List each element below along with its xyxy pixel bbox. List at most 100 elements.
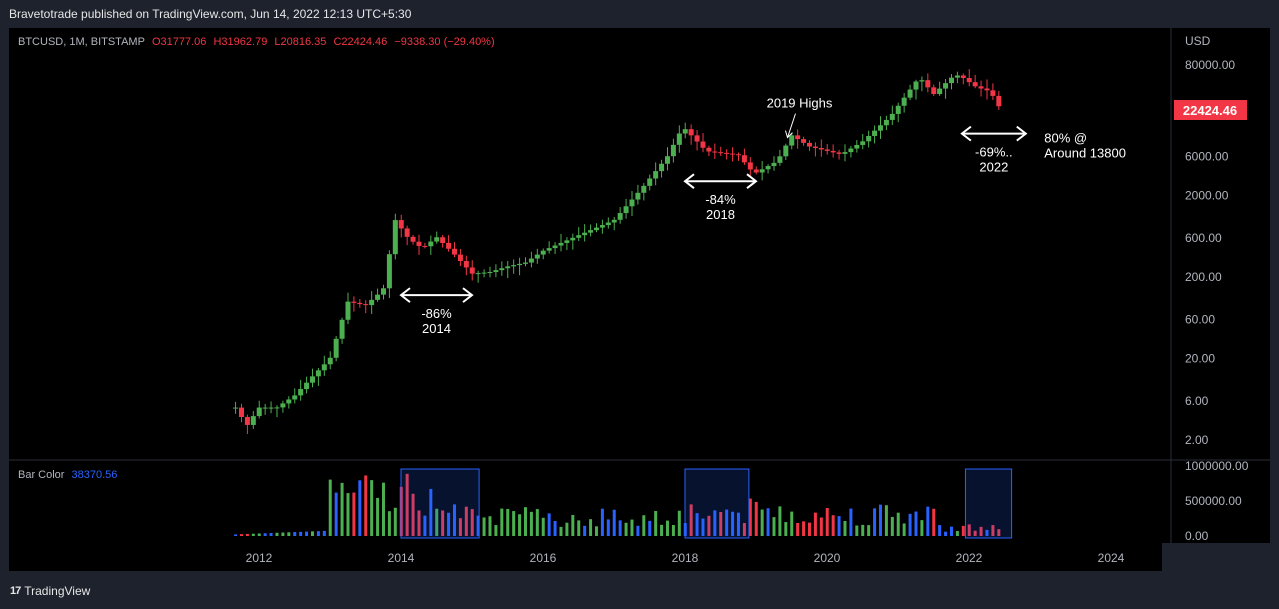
time-tick-label: 2024	[1098, 551, 1125, 565]
last-price-tag	[1174, 100, 1247, 121]
volume-bar	[429, 488, 433, 536]
candle-body	[641, 185, 647, 193]
chart-frame[interactable]: USD 80000.00 6000.00 2000.00 600.00 200.00 60.…	[9, 28, 1270, 543]
volume-bar	[269, 533, 273, 536]
volume-bar	[482, 517, 486, 536]
published-line: Bravetotrade published on TradingView.co…	[9, 7, 412, 21]
tradingview-logo[interactable]: 17 TradingView	[10, 584, 90, 598]
candle-body	[463, 261, 469, 268]
volume-bar	[949, 526, 953, 536]
time-tick-label: 2012	[246, 551, 273, 565]
volume-bar	[742, 523, 746, 536]
candle-body	[806, 142, 812, 147]
candle-body	[428, 241, 434, 247]
volume-bar	[464, 506, 468, 536]
candle-body	[517, 263, 523, 266]
candle-body	[274, 407, 280, 409]
price-tick-label: 20.00	[1185, 352, 1215, 366]
candle-body	[777, 156, 783, 163]
volume-bar	[441, 510, 445, 536]
volume-bar	[938, 525, 942, 536]
volume-bar	[665, 520, 669, 536]
candle-body	[801, 139, 807, 143]
candle-body	[895, 105, 901, 114]
volume-bar	[648, 520, 652, 536]
tradingview-icon: 17	[10, 585, 21, 597]
volume-bar	[299, 531, 303, 536]
legend-low: L20816.35	[274, 36, 327, 48]
candle-body	[943, 83, 949, 89]
volume-bar	[589, 519, 593, 536]
volume-bar	[470, 509, 474, 536]
volume-bar	[819, 517, 823, 536]
volume-bar	[843, 520, 847, 536]
volume-legend-name[interactable]: Bar Color	[18, 469, 65, 481]
volume-bar	[458, 518, 462, 536]
candle-body	[292, 395, 298, 400]
candle-body	[321, 364, 327, 371]
volume-bar	[920, 520, 924, 536]
volume-bar	[322, 530, 326, 536]
candle-body	[972, 82, 978, 87]
volume-bar	[677, 510, 681, 536]
candle-body	[345, 301, 351, 320]
volume-bar	[500, 508, 504, 536]
candle-body	[664, 156, 670, 164]
last-price-label: 22424.46	[1183, 103, 1237, 118]
volume-bar	[624, 522, 628, 536]
volume-bar	[855, 525, 859, 536]
volume-bar	[796, 522, 800, 536]
volume-bar	[340, 482, 344, 536]
annotation-text: -84%	[705, 192, 736, 207]
volume-bar	[559, 526, 563, 536]
candle-body	[256, 407, 262, 417]
candle-body	[475, 273, 481, 275]
candle-body	[647, 178, 653, 186]
volume-bar	[263, 533, 267, 536]
volume-bar	[802, 521, 806, 536]
price-tick-label: 60.00	[1185, 313, 1215, 327]
candle-body	[522, 262, 528, 264]
candle-body	[617, 213, 623, 220]
candle-body	[469, 267, 475, 274]
tradingview-brand: TradingView	[24, 584, 91, 598]
candle-body	[280, 403, 286, 408]
volume-bar	[346, 493, 350, 536]
volume-bar	[535, 509, 539, 536]
candle-body	[369, 299, 375, 306]
volume-bar	[553, 520, 557, 536]
volume-bar	[281, 532, 285, 536]
volume-bar	[671, 524, 675, 536]
annotation-text: 2022	[979, 160, 1008, 175]
symbol-info[interactable]: BTCUSD, 1M, BITSTAMP	[18, 36, 145, 48]
candle-body	[298, 389, 304, 396]
volume-bar	[654, 511, 658, 536]
volume-bar	[594, 526, 598, 536]
candle-body	[978, 86, 984, 89]
volume-bar	[695, 513, 699, 536]
candle-body	[842, 152, 848, 154]
candle-body	[730, 153, 736, 155]
volume-bar	[944, 531, 948, 536]
volume-bar	[287, 532, 291, 536]
volume-bar	[488, 516, 492, 536]
candle-body	[700, 141, 706, 148]
candle-body	[659, 163, 665, 172]
candle-body	[250, 416, 256, 425]
chart-svg[interactable]: USD 80000.00 6000.00 2000.00 600.00 200.00 60.…	[9, 28, 1270, 543]
volume-bar	[447, 512, 451, 536]
annotation-pointer	[787, 113, 796, 138]
volume-bar	[778, 506, 782, 536]
time-axis[interactable]: 2012 2014 2016 2018 2020 2022 2024	[9, 543, 1162, 571]
candle-body	[351, 301, 357, 303]
volume-bar	[701, 518, 705, 536]
candle-body	[866, 135, 872, 142]
time-tick-label: 2020	[814, 551, 841, 565]
candle-body	[653, 171, 659, 179]
volume-bar	[908, 513, 912, 536]
volume-bar	[618, 520, 622, 536]
volume-bar	[790, 511, 794, 536]
candle-body	[694, 135, 700, 142]
volume-bar	[707, 515, 711, 536]
volume-bar	[506, 508, 510, 536]
